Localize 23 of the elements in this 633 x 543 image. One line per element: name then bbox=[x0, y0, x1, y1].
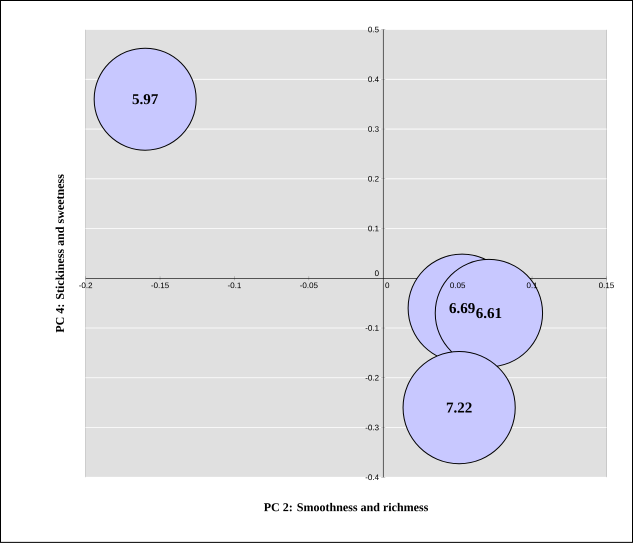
x-axis-title: PC 2: Smoothness and richmess bbox=[264, 502, 428, 512]
y-tick-label: 0.4 bbox=[368, 76, 379, 82]
data-label: 7.22 bbox=[446, 402, 472, 413]
y-tick-label: 0 bbox=[374, 270, 379, 276]
y-tick-label: -0.2 bbox=[366, 374, 379, 381]
x-tick-label: -0.05 bbox=[300, 282, 318, 288]
y-tick-label: -0.1 bbox=[366, 325, 379, 331]
x-tick-label: -0.15 bbox=[151, 282, 169, 288]
x-tick-label: -0.2 bbox=[79, 282, 92, 288]
y-tick-label: -0.3 bbox=[366, 424, 379, 430]
x-tick-label: -0.1 bbox=[228, 282, 241, 288]
x-tick-label: 0 bbox=[385, 282, 390, 288]
x-tick-label: 0.15 bbox=[598, 282, 614, 288]
x-tick-label: 0.05 bbox=[450, 282, 466, 288]
y-axis-title: PC 4: Stickiness and sweetness bbox=[56, 174, 64, 333]
y-tick-label: -0.4 bbox=[366, 474, 379, 480]
y-tick-label: 0.2 bbox=[368, 176, 379, 182]
data-label: 5.97 bbox=[132, 94, 158, 104]
y-tick-label: 0.5 bbox=[368, 26, 379, 32]
y-tick-label: 0.3 bbox=[368, 126, 379, 132]
data-label: 6.69 bbox=[449, 303, 475, 314]
data-label: 6.61 bbox=[476, 308, 502, 318]
y-tick-label: 0.1 bbox=[368, 226, 379, 232]
